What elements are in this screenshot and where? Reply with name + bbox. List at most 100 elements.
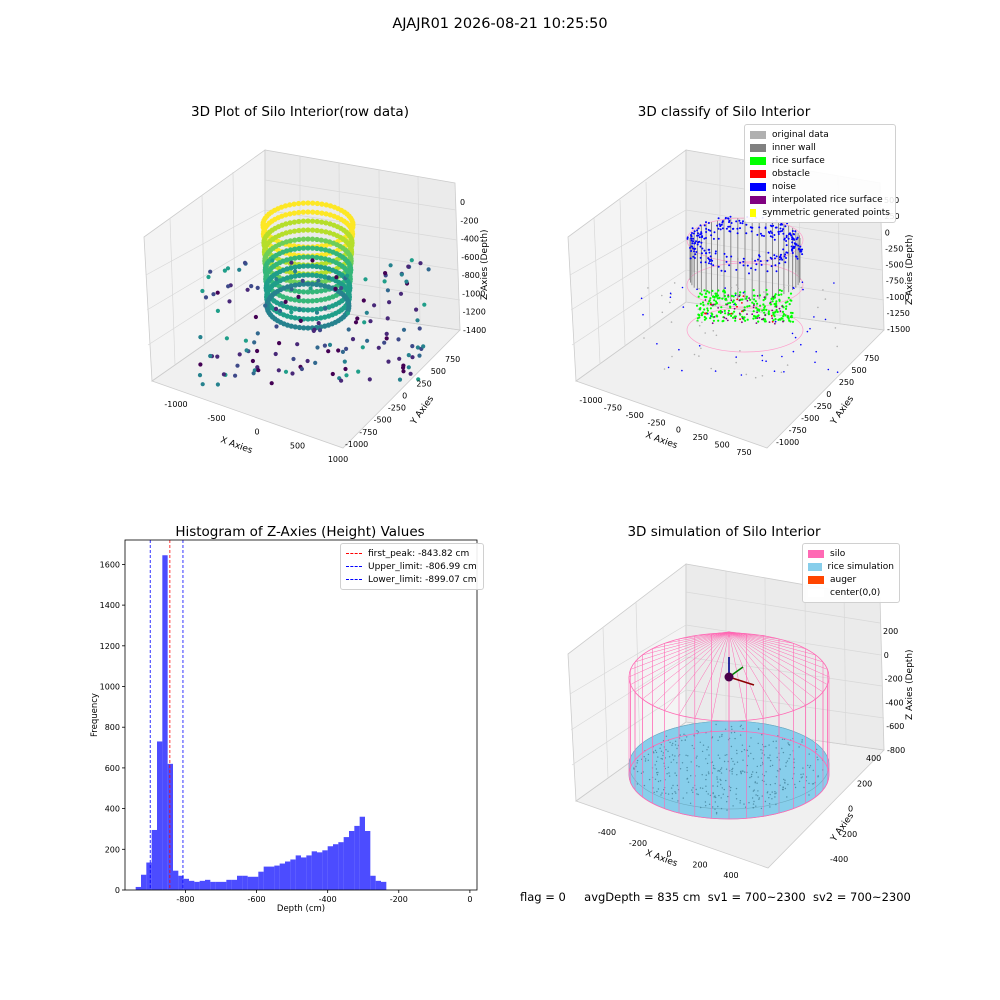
simulation-x-label: X Axies <box>644 848 679 869</box>
raw-data-point <box>350 220 356 226</box>
rice-point <box>732 767 734 770</box>
rice-point <box>669 741 671 744</box>
rice-surface-point <box>731 300 734 304</box>
raw-data-point <box>316 278 321 283</box>
legend-swatch <box>750 182 766 191</box>
classified-point <box>734 317 737 320</box>
raw-data-point <box>326 313 332 319</box>
scattered-point <box>761 359 764 362</box>
rice-point <box>784 779 786 781</box>
legend-label: interpolated rice surface <box>772 194 883 205</box>
rice-surface-point <box>756 309 759 312</box>
classified-point <box>770 315 773 317</box>
raw-data-point <box>401 327 407 332</box>
raw-data-point <box>237 267 242 272</box>
scattered-point <box>710 367 712 370</box>
raw-data-point <box>323 306 328 311</box>
rice-surface-point <box>791 311 794 315</box>
raw-data-point <box>197 373 203 378</box>
raw-data-point <box>418 261 423 266</box>
noise-point <box>773 238 776 241</box>
rice-point <box>717 781 719 783</box>
raw-data-point <box>198 335 203 340</box>
raw-data-point <box>339 286 344 291</box>
rice-point <box>660 794 662 796</box>
raw-data-point <box>345 311 350 316</box>
rice-point <box>761 779 764 782</box>
rice-point <box>693 747 695 750</box>
rice-surface-point <box>729 306 732 309</box>
scattered-point <box>693 353 696 356</box>
cls-y-tick-label: 250 <box>839 378 854 387</box>
scattered-point <box>667 366 670 369</box>
rice-point <box>705 778 707 781</box>
silo-roof-line <box>728 631 747 721</box>
raw-data-point <box>233 373 238 378</box>
noise-point <box>790 245 793 248</box>
cls-x-tick-label: -500 <box>626 411 644 420</box>
silo-roof-line <box>728 631 816 700</box>
rice-point <box>691 744 693 747</box>
rice-point <box>672 742 674 745</box>
classify-legend-item: interpolated rice surface <box>750 193 890 206</box>
rice-surface-point <box>719 311 722 315</box>
rice-point <box>705 774 707 776</box>
cls-z-tick-label: -750 <box>886 277 904 286</box>
classified-point <box>704 299 707 301</box>
rice-point <box>714 768 716 770</box>
noise-point <box>705 231 708 233</box>
rice-surface-point <box>703 318 706 321</box>
raw-data-point <box>283 369 289 374</box>
rice-surface-point <box>775 308 778 312</box>
cls-z-tick-label: -1250 <box>887 309 910 318</box>
raw-data-point <box>277 341 282 346</box>
raw-data-point <box>282 203 289 209</box>
raw-data-point <box>292 282 298 288</box>
raw-data-point <box>406 353 411 358</box>
rice-surface-point <box>788 319 791 322</box>
sim-y-tick-label: -200 <box>839 830 857 839</box>
raw-data-point <box>283 239 289 245</box>
rice-surface-point <box>745 295 748 298</box>
rice-surface-point <box>745 297 748 300</box>
noise-point <box>790 234 793 237</box>
silo-roof-line <box>634 631 730 693</box>
sim-y-tick-label: 0 <box>848 805 853 814</box>
noise-point <box>691 227 694 230</box>
rice-point <box>774 796 776 798</box>
raw-data-point <box>296 281 303 288</box>
silo-roof-line <box>664 631 730 711</box>
rice-surface-point <box>753 298 756 301</box>
noise-point <box>791 241 794 244</box>
sim-z-tick-label: -200 <box>885 675 903 684</box>
raw-data-point <box>333 286 338 291</box>
raw-data-point <box>384 331 389 336</box>
raw-data-point <box>301 325 307 331</box>
raw-data-point <box>396 337 401 342</box>
rice-point <box>705 758 707 760</box>
rice-surface-point <box>721 297 724 300</box>
rice-point <box>765 771 767 773</box>
rice-surface-point <box>734 292 737 295</box>
rice-point <box>755 771 758 774</box>
raw-data-point <box>287 278 293 284</box>
noise-point <box>695 240 697 243</box>
rice-point <box>798 780 801 783</box>
raw-data-point <box>305 281 311 287</box>
rice-point <box>677 800 679 802</box>
raw-data-point <box>252 368 257 373</box>
noise-point <box>780 257 783 260</box>
noise-point <box>787 237 790 240</box>
raw-data-point <box>398 291 404 296</box>
rice-point <box>729 789 732 792</box>
rice-point <box>761 734 763 736</box>
rice-point <box>769 806 771 808</box>
rice-surface-point <box>785 305 788 308</box>
raw-y-tick-label: 250 <box>416 379 431 388</box>
rice-point <box>712 767 715 769</box>
rice-point <box>704 801 707 803</box>
noise-point <box>690 250 693 252</box>
noise-point <box>712 237 715 240</box>
scattered-point <box>656 343 658 345</box>
noise-point <box>746 264 749 267</box>
